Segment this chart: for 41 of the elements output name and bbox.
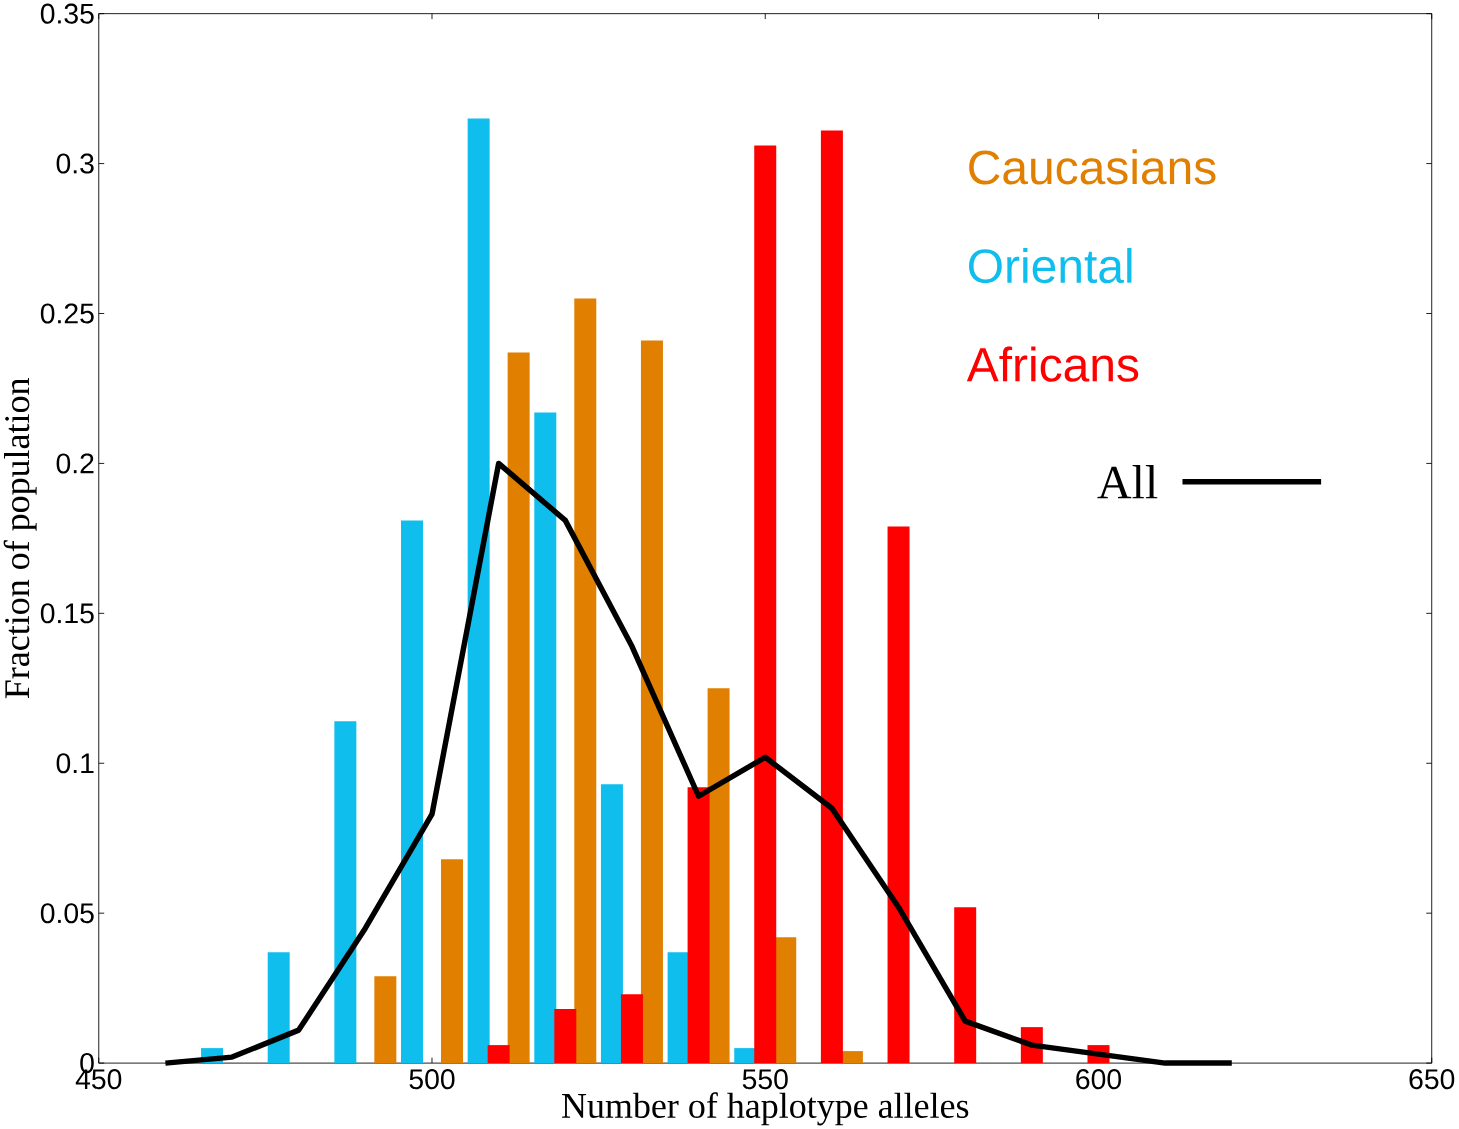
bar xyxy=(667,952,690,1064)
bar xyxy=(754,145,777,1064)
x-tick-label: 500 xyxy=(409,1069,455,1090)
y-tick-label: 0.35 xyxy=(40,3,94,24)
y-tick-label: 0.15 xyxy=(40,603,94,624)
bar xyxy=(887,526,910,1064)
y-tick-label: 0.25 xyxy=(40,303,94,324)
bar xyxy=(620,994,643,1064)
bar xyxy=(467,118,490,1064)
text: Caucasians xyxy=(969,149,1216,185)
bar xyxy=(534,412,557,1064)
bar xyxy=(734,1048,757,1064)
text: Africans xyxy=(966,346,1139,382)
legend-label: All xyxy=(1097,465,1158,499)
bar xyxy=(440,859,463,1064)
bar xyxy=(507,352,530,1064)
x-tick-label: 650 xyxy=(1409,1069,1455,1090)
bar xyxy=(574,298,597,1064)
bar xyxy=(687,787,710,1064)
bar xyxy=(401,520,423,1064)
bar xyxy=(774,937,797,1064)
x-tick-label: 600 xyxy=(1076,1069,1122,1090)
text: Oriental xyxy=(969,247,1132,284)
y-tick-label: 0.1 xyxy=(56,753,94,774)
bar xyxy=(820,130,843,1064)
bar xyxy=(267,952,290,1064)
bar xyxy=(600,784,623,1064)
y-tick-label: 0.05 xyxy=(40,903,94,924)
bar xyxy=(840,1051,863,1064)
bar xyxy=(374,976,397,1064)
x-axis-title: Number of haplotype alleles xyxy=(562,1092,969,1126)
y-axis-title: Fraction of population xyxy=(3,378,37,699)
bar xyxy=(487,1045,510,1064)
bar xyxy=(954,907,977,1064)
bar xyxy=(640,340,663,1064)
bar xyxy=(334,721,357,1064)
bar xyxy=(554,1009,577,1064)
x-tick-label: 550 xyxy=(742,1069,788,1090)
bar xyxy=(707,688,730,1064)
y-tick-label: 0.2 xyxy=(56,453,94,474)
y-tick-label: 0.3 xyxy=(56,153,94,174)
